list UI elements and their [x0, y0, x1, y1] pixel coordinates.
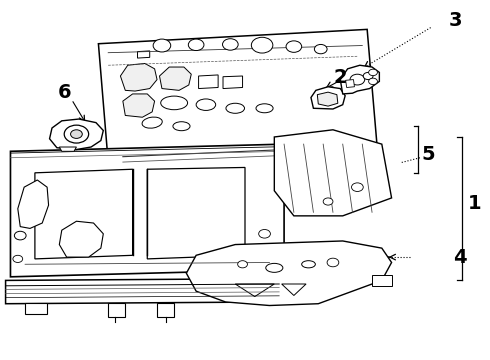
Ellipse shape — [302, 261, 316, 268]
Polygon shape — [59, 221, 103, 257]
Text: 5: 5 — [421, 145, 435, 165]
Text: 3: 3 — [448, 11, 462, 30]
Polygon shape — [340, 65, 379, 94]
Polygon shape — [5, 279, 279, 304]
Polygon shape — [318, 92, 338, 106]
Ellipse shape — [161, 96, 188, 110]
Ellipse shape — [256, 104, 273, 113]
Circle shape — [222, 39, 238, 50]
Circle shape — [251, 37, 273, 53]
Polygon shape — [223, 76, 243, 89]
Circle shape — [363, 72, 373, 80]
Polygon shape — [108, 303, 125, 317]
Circle shape — [259, 229, 270, 238]
Polygon shape — [311, 87, 345, 109]
Circle shape — [350, 74, 365, 85]
Circle shape — [238, 261, 247, 268]
Circle shape — [368, 69, 377, 76]
Text: 1: 1 — [468, 194, 482, 213]
Ellipse shape — [142, 117, 162, 128]
Text: 4: 4 — [453, 248, 467, 267]
Polygon shape — [121, 63, 157, 91]
Circle shape — [323, 198, 333, 205]
Text: 6: 6 — [57, 83, 71, 102]
Polygon shape — [274, 130, 392, 216]
Polygon shape — [345, 80, 354, 87]
Polygon shape — [157, 303, 174, 317]
Ellipse shape — [173, 122, 190, 131]
Polygon shape — [10, 144, 284, 277]
Circle shape — [351, 183, 363, 192]
Polygon shape — [186, 241, 392, 306]
Circle shape — [153, 39, 171, 52]
Polygon shape — [25, 303, 47, 315]
Ellipse shape — [266, 264, 283, 273]
Text: 2: 2 — [334, 68, 347, 87]
Ellipse shape — [196, 99, 216, 111]
Polygon shape — [372, 275, 392, 286]
Circle shape — [315, 44, 327, 54]
Polygon shape — [59, 147, 76, 151]
Circle shape — [327, 258, 339, 267]
Polygon shape — [123, 94, 155, 117]
Polygon shape — [138, 51, 150, 58]
Circle shape — [13, 255, 23, 262]
Circle shape — [14, 231, 26, 240]
Ellipse shape — [226, 103, 245, 113]
Polygon shape — [198, 75, 218, 89]
Polygon shape — [235, 284, 274, 297]
Circle shape — [188, 39, 204, 50]
Polygon shape — [98, 30, 377, 191]
Polygon shape — [159, 67, 191, 90]
Polygon shape — [35, 169, 133, 259]
Circle shape — [286, 41, 302, 52]
Polygon shape — [18, 180, 49, 228]
Polygon shape — [282, 284, 306, 296]
Circle shape — [71, 130, 82, 138]
Circle shape — [368, 78, 377, 85]
Circle shape — [64, 125, 89, 143]
Polygon shape — [147, 167, 245, 259]
Polygon shape — [49, 119, 103, 149]
